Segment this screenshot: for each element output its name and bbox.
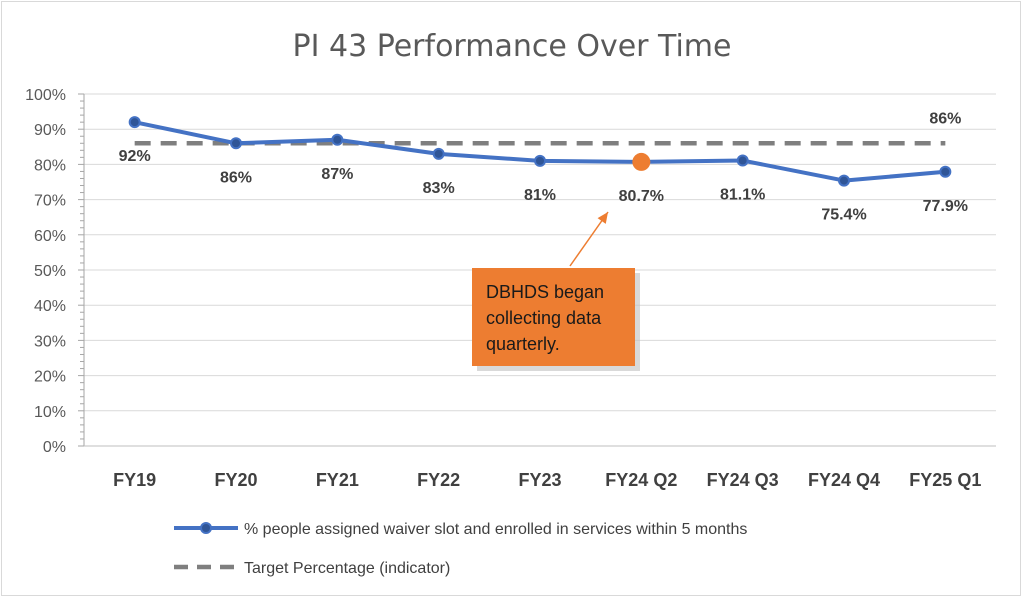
x-tick-label: FY23 <box>518 470 561 490</box>
data-label: 81.1% <box>720 187 765 204</box>
y-tick-label: 0% <box>43 439 66 456</box>
legend-series-marker <box>200 522 212 534</box>
y-tick-label: 100% <box>25 87 66 104</box>
data-label: 75.4% <box>821 207 866 224</box>
x-tick-label: FY24 Q3 <box>707 470 779 490</box>
x-tick-label: FY22 <box>417 470 460 490</box>
data-point <box>736 154 749 167</box>
data-label: 77.9% <box>923 198 968 215</box>
callout-text-line: quarterly. <box>486 334 560 354</box>
data-point <box>534 154 546 167</box>
y-tick-label: 90% <box>34 122 66 139</box>
target-data-label: 86% <box>929 110 961 127</box>
data-label: 81% <box>524 187 556 204</box>
y-tick-label: 80% <box>34 157 66 174</box>
data-point <box>838 174 850 187</box>
x-tick-label: FY25 Q1 <box>909 470 981 490</box>
legend-series-label: % people assigned waiver slot and enroll… <box>244 521 747 538</box>
y-tick-label: 30% <box>34 333 66 350</box>
x-tick-label: FY19 <box>113 470 156 490</box>
x-tick-label: FY24 Q4 <box>808 470 880 490</box>
y-tick-label: 60% <box>34 228 66 245</box>
data-point <box>128 116 141 129</box>
data-point <box>331 133 344 146</box>
callout-text-line: DBHDS began <box>486 282 604 302</box>
legend-target-label: Target Percentage (indicator) <box>244 560 450 577</box>
data-label: 83% <box>423 180 455 197</box>
data-point <box>939 165 952 178</box>
x-tick-label: FY20 <box>214 470 257 490</box>
data-label: 92% <box>119 148 151 165</box>
callout-text-line: collecting data <box>486 308 602 328</box>
y-tick-label: 70% <box>34 193 66 210</box>
callout-arrow-line <box>569 211 609 267</box>
highlight-point <box>632 152 651 171</box>
x-tick-label: FY21 <box>316 470 359 490</box>
x-tick-label: FY24 Q2 <box>605 470 677 490</box>
data-label: 87% <box>321 166 353 183</box>
data-point <box>230 137 242 150</box>
y-tick-label: 10% <box>34 404 66 421</box>
callout-box <box>472 268 635 366</box>
y-tick-label: 50% <box>34 263 66 280</box>
chart-title: PI 43 Performance Over Time <box>293 29 732 64</box>
series-line <box>132 120 948 183</box>
y-tick-label: 40% <box>34 298 66 315</box>
y-tick-label: 20% <box>34 369 66 386</box>
callout-arrow-head <box>597 212 608 224</box>
data-point <box>432 147 445 160</box>
data-label: 86% <box>220 169 252 186</box>
data-label: 80.7% <box>619 188 664 205</box>
